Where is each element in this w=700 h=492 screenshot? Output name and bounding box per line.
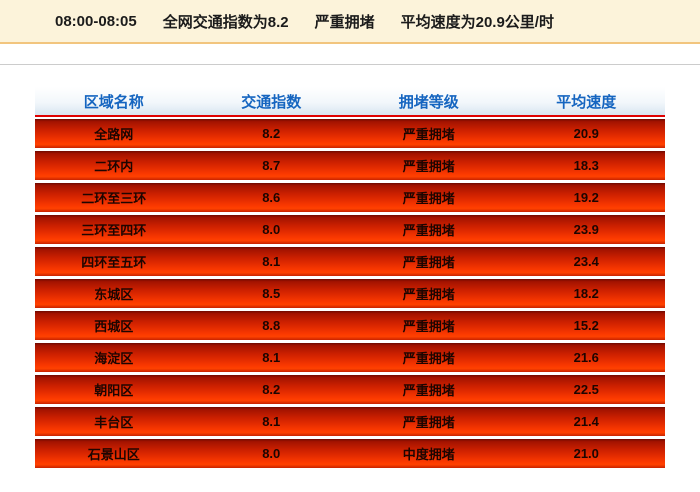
cell-level: 严重拥堵 xyxy=(402,255,455,270)
time-range: 08:00-08:05 xyxy=(55,12,137,30)
table-row: 丰台区 8.1 严重拥堵 21.4 xyxy=(35,407,665,436)
table-row: 东城区 8.5 严重拥堵 18.2 xyxy=(35,279,665,308)
cell-region: 石景山区 xyxy=(87,447,140,462)
cell-level: 严重拥堵 xyxy=(402,287,455,302)
average-speed-text: 平均速度为20.9公里/时 xyxy=(400,13,554,31)
cell-speed: 19.2 xyxy=(573,190,599,205)
cell-level: 严重拥堵 xyxy=(402,127,455,142)
network-index-text: 全网交通指数为8.2 xyxy=(162,13,289,31)
cell-speed: 20.9 xyxy=(573,126,599,141)
cell-index: 8.0 xyxy=(262,222,281,237)
cell-index: 8.7 xyxy=(262,158,281,173)
status-banner: 08:00-08:05 全网交通指数为8.2 严重拥堵 平均速度为20.9公里/… xyxy=(0,0,700,44)
cell-index: 8.1 xyxy=(262,414,281,429)
cell-index: 8.0 xyxy=(262,446,281,461)
header-speed: 平均速度 xyxy=(556,93,617,111)
cell-region: 四环至五环 xyxy=(81,255,147,270)
header-level: 拥堵等级 xyxy=(398,93,459,111)
cell-region: 全路网 xyxy=(94,127,134,142)
cell-level: 严重拥堵 xyxy=(402,159,455,174)
table-row: 西城区 8.8 严重拥堵 15.2 xyxy=(35,311,665,340)
cell-region: 朝阳区 xyxy=(94,383,134,398)
cell-region: 海淀区 xyxy=(94,351,134,366)
cell-level: 中度拥堵 xyxy=(402,447,455,462)
divider-strip xyxy=(0,44,700,65)
congestion-level-text: 严重拥堵 xyxy=(314,13,375,31)
cell-speed: 23.4 xyxy=(573,254,599,269)
cell-speed: 18.3 xyxy=(573,158,599,173)
cell-speed: 22.5 xyxy=(573,382,599,397)
cell-level: 严重拥堵 xyxy=(402,191,455,206)
cell-level: 严重拥堵 xyxy=(402,383,455,398)
cell-index: 8.2 xyxy=(262,126,281,141)
table-row: 朝阳区 8.2 严重拥堵 22.5 xyxy=(35,375,665,404)
cell-index: 8.2 xyxy=(262,382,281,397)
cell-region: 西城区 xyxy=(94,319,134,334)
traffic-table: 区域名称 交通指数 拥堵等级 平均速度 全路网 8.2 严重拥堵 20.9 二环… xyxy=(35,87,665,468)
table-row: 石景山区 8.0 中度拥堵 21.0 xyxy=(35,439,665,468)
cell-index: 8.1 xyxy=(262,254,281,269)
cell-level: 严重拥堵 xyxy=(402,351,455,366)
cell-level: 严重拥堵 xyxy=(402,319,455,334)
cell-speed: 23.9 xyxy=(573,222,599,237)
table-row: 二环至三环 8.6 严重拥堵 19.2 xyxy=(35,183,665,212)
header-index: 交通指数 xyxy=(241,93,302,111)
cell-speed: 21.4 xyxy=(573,414,599,429)
cell-index: 8.1 xyxy=(262,350,281,365)
table-body: 全路网 8.2 严重拥堵 20.9 二环内 8.7 严重拥堵 18.3 二环至三… xyxy=(35,119,665,468)
header-region: 区域名称 xyxy=(83,93,144,111)
cell-index: 8.5 xyxy=(262,286,281,301)
table-row: 海淀区 8.1 严重拥堵 21.6 xyxy=(35,343,665,372)
cell-region: 二环至三环 xyxy=(81,191,147,206)
table-row: 四环至五环 8.1 严重拥堵 23.4 xyxy=(35,247,665,276)
table-header-row: 区域名称 交通指数 拥堵等级 平均速度 xyxy=(35,87,665,117)
cell-region: 丰台区 xyxy=(94,415,134,430)
cell-index: 8.8 xyxy=(262,318,281,333)
table-row: 全路网 8.2 严重拥堵 20.9 xyxy=(35,119,665,148)
cell-index: 8.6 xyxy=(262,190,281,205)
cell-speed: 21.0 xyxy=(573,446,599,461)
cell-speed: 21.6 xyxy=(573,350,599,365)
cell-level: 严重拥堵 xyxy=(402,415,455,430)
cell-region: 东城区 xyxy=(94,287,134,302)
cell-speed: 15.2 xyxy=(573,318,599,333)
cell-speed: 18.2 xyxy=(573,286,599,301)
cell-level: 严重拥堵 xyxy=(402,223,455,238)
cell-region: 二环内 xyxy=(94,159,134,174)
table-row: 二环内 8.7 严重拥堵 18.3 xyxy=(35,151,665,180)
cell-region: 三环至四环 xyxy=(81,223,147,238)
table-row: 三环至四环 8.0 严重拥堵 23.9 xyxy=(35,215,665,244)
